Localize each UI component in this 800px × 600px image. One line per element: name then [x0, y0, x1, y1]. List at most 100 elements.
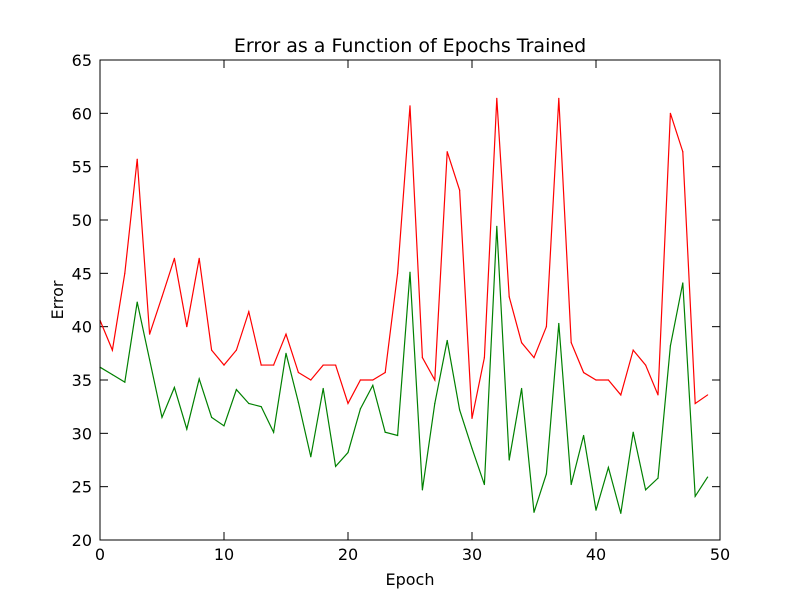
- series-layer: [99, 97, 709, 514]
- data-point: [471, 447, 473, 449]
- data-point: [136, 158, 138, 160]
- data-point: [545, 473, 548, 475]
- data-point: [446, 151, 448, 153]
- data-point: [149, 333, 151, 335]
- plot-frame: [99, 59, 721, 541]
- data-point: [310, 379, 312, 381]
- data-point: [459, 189, 461, 191]
- data-point: [583, 371, 585, 374]
- data-point: [111, 374, 113, 376]
- data-point: [657, 394, 659, 396]
- data-point: [595, 509, 597, 511]
- y-tick-label: 55: [72, 158, 92, 177]
- data-point: [620, 394, 622, 396]
- data-point: [297, 371, 299, 374]
- data-point: [645, 364, 647, 366]
- y-axis-label: Error: [48, 280, 67, 319]
- y-tick-label: 30: [72, 424, 92, 443]
- data-point: [669, 112, 672, 114]
- x-tick-label: 0: [95, 545, 105, 564]
- data-point: [707, 394, 709, 396]
- y-tick-label: 60: [72, 104, 92, 123]
- data-point: [235, 349, 237, 351]
- data-point: [595, 379, 597, 381]
- data-point: [384, 371, 386, 374]
- data-point: [136, 301, 138, 303]
- data-point: [694, 402, 696, 405]
- x-axis-label: Epoch: [386, 570, 435, 589]
- data-point: [434, 402, 436, 405]
- plot-background: [100, 60, 720, 540]
- y-tick-label: 65: [72, 51, 92, 70]
- data-point: [186, 428, 188, 430]
- data-point: [322, 364, 324, 366]
- data-point: [397, 434, 399, 437]
- data-point: [545, 326, 548, 328]
- data-point: [260, 406, 262, 408]
- data-point: [521, 342, 523, 344]
- data-point: [173, 386, 175, 389]
- data-point: [173, 257, 175, 259]
- data-point: [694, 495, 696, 497]
- data-point: [707, 476, 709, 478]
- series-line-2: [99, 226, 709, 514]
- data-point: [620, 512, 622, 514]
- data-point: [434, 379, 436, 381]
- data-point: [372, 379, 374, 381]
- data-point: [248, 402, 250, 405]
- data-point: [198, 257, 200, 259]
- data-point: [310, 456, 312, 458]
- data-point: [446, 339, 448, 342]
- data-point: [124, 381, 126, 383]
- data-point: [285, 333, 287, 335]
- data-point: [508, 459, 510, 461]
- data-point: [223, 425, 225, 427]
- data-point: [161, 416, 163, 418]
- data-point: [508, 296, 510, 298]
- data-point: [459, 409, 461, 411]
- data-point: [421, 489, 423, 491]
- data-point: [285, 352, 287, 354]
- data-point: [607, 466, 610, 469]
- x-tick-label: 30: [462, 545, 482, 564]
- y-tick-label: 45: [72, 264, 92, 283]
- data-point: [483, 357, 485, 359]
- data-point: [570, 342, 572, 344]
- y-tick-label: 35: [72, 371, 92, 390]
- data-point: [632, 431, 634, 433]
- data-point: [607, 379, 610, 381]
- data-point: [223, 364, 225, 366]
- data-point: [359, 379, 361, 381]
- data-point: [632, 349, 634, 351]
- data-point: [359, 408, 361, 410]
- data-point: [583, 434, 585, 437]
- x-tick-label: 50: [710, 545, 730, 564]
- data-point: [409, 105, 411, 107]
- data-point: [260, 364, 262, 366]
- axis-ticks: 0 10 20 30 40 50 20 25 30 35 40 45 50 55 60 65: [72, 51, 731, 564]
- data-point: [161, 296, 163, 298]
- data-point: [322, 387, 324, 390]
- data-point: [645, 489, 647, 491]
- data-point: [558, 322, 560, 325]
- data-point: [483, 483, 485, 486]
- data-point: [273, 431, 275, 433]
- data-point: [521, 387, 523, 390]
- data-point: [235, 389, 237, 391]
- data-point: [570, 483, 572, 486]
- data-point: [124, 272, 126, 274]
- data-point: [682, 282, 684, 284]
- y-tick-label: 20: [72, 531, 92, 550]
- data-point: [409, 271, 411, 273]
- data-point: [421, 357, 423, 359]
- data-point: [186, 326, 188, 328]
- data-point: [347, 451, 349, 454]
- y-tick-label: 40: [72, 318, 92, 337]
- data-point: [682, 151, 684, 153]
- data-point: [297, 401, 299, 403]
- data-point: [273, 364, 275, 366]
- data-point: [335, 364, 337, 366]
- data-point: [533, 511, 535, 513]
- x-tick-label: 10: [214, 545, 234, 564]
